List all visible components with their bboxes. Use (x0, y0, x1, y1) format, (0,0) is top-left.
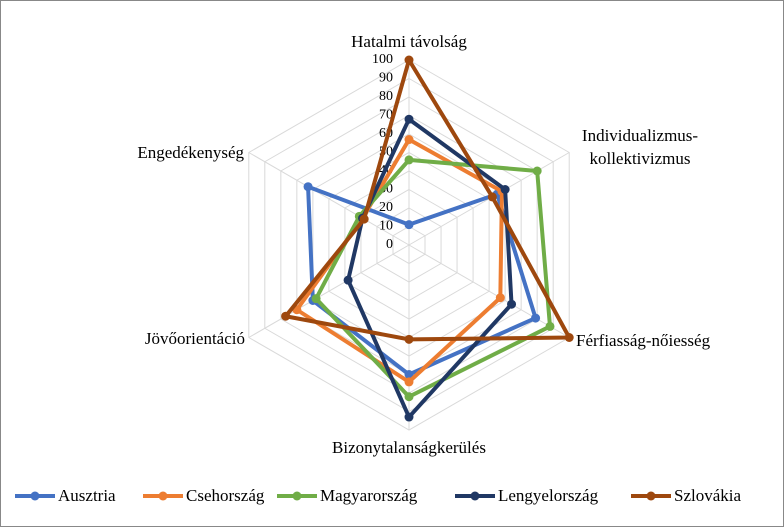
axis-label: Individualizmus-kollektivizmus (581, 126, 699, 168)
data-point (303, 182, 313, 192)
tick-label: 100 (372, 52, 393, 67)
data-point (404, 377, 414, 387)
data-point (281, 311, 291, 321)
data-point (531, 313, 541, 323)
axis-label: Férfiasság-nőiesség (576, 331, 711, 350)
tick-label: 80 (379, 89, 393, 104)
legend-label: Szlovákia (674, 486, 741, 505)
tick-label: 0 (386, 237, 393, 252)
data-point (343, 275, 353, 285)
data-point (545, 321, 555, 331)
tick-label: 10 (379, 219, 393, 234)
data-point (487, 192, 497, 202)
legend-marker (30, 491, 40, 501)
data-point (404, 114, 414, 124)
tick-label: 90 (379, 71, 393, 86)
axis-line (248, 152, 410, 246)
legend-label: Magyarország (320, 486, 418, 505)
data-point (404, 155, 414, 165)
data-point (404, 135, 414, 145)
data-point (404, 55, 414, 65)
data-point (311, 294, 321, 304)
data-point (532, 166, 542, 176)
axis-label: Hatalmi távolság (351, 32, 467, 51)
legend-marker (646, 491, 656, 501)
data-point (404, 412, 414, 422)
axis-line (248, 244, 410, 338)
data-point (404, 334, 414, 344)
legend-marker (470, 491, 480, 501)
data-point (404, 370, 414, 379)
data-point (495, 293, 505, 303)
axis-label: Engedékenység (137, 143, 244, 162)
legend-label: Csehország (186, 486, 265, 505)
data-point (564, 333, 574, 342)
legend-label: Lengyelország (498, 486, 599, 505)
tick-label: 70 (379, 108, 393, 123)
axis-label: Jövőorientáció (144, 329, 245, 348)
data-point (359, 214, 369, 224)
axis-label: Bizonytalanságkerülés (332, 438, 486, 457)
legend-marker (158, 491, 168, 501)
data-point (507, 299, 517, 309)
data-point (404, 220, 414, 230)
legend-marker (292, 491, 302, 501)
axis-line (408, 244, 570, 338)
legend-label: Ausztria (58, 486, 116, 505)
data-point (404, 392, 414, 402)
data-point (500, 185, 510, 194)
tick-label: 20 (379, 200, 393, 215)
